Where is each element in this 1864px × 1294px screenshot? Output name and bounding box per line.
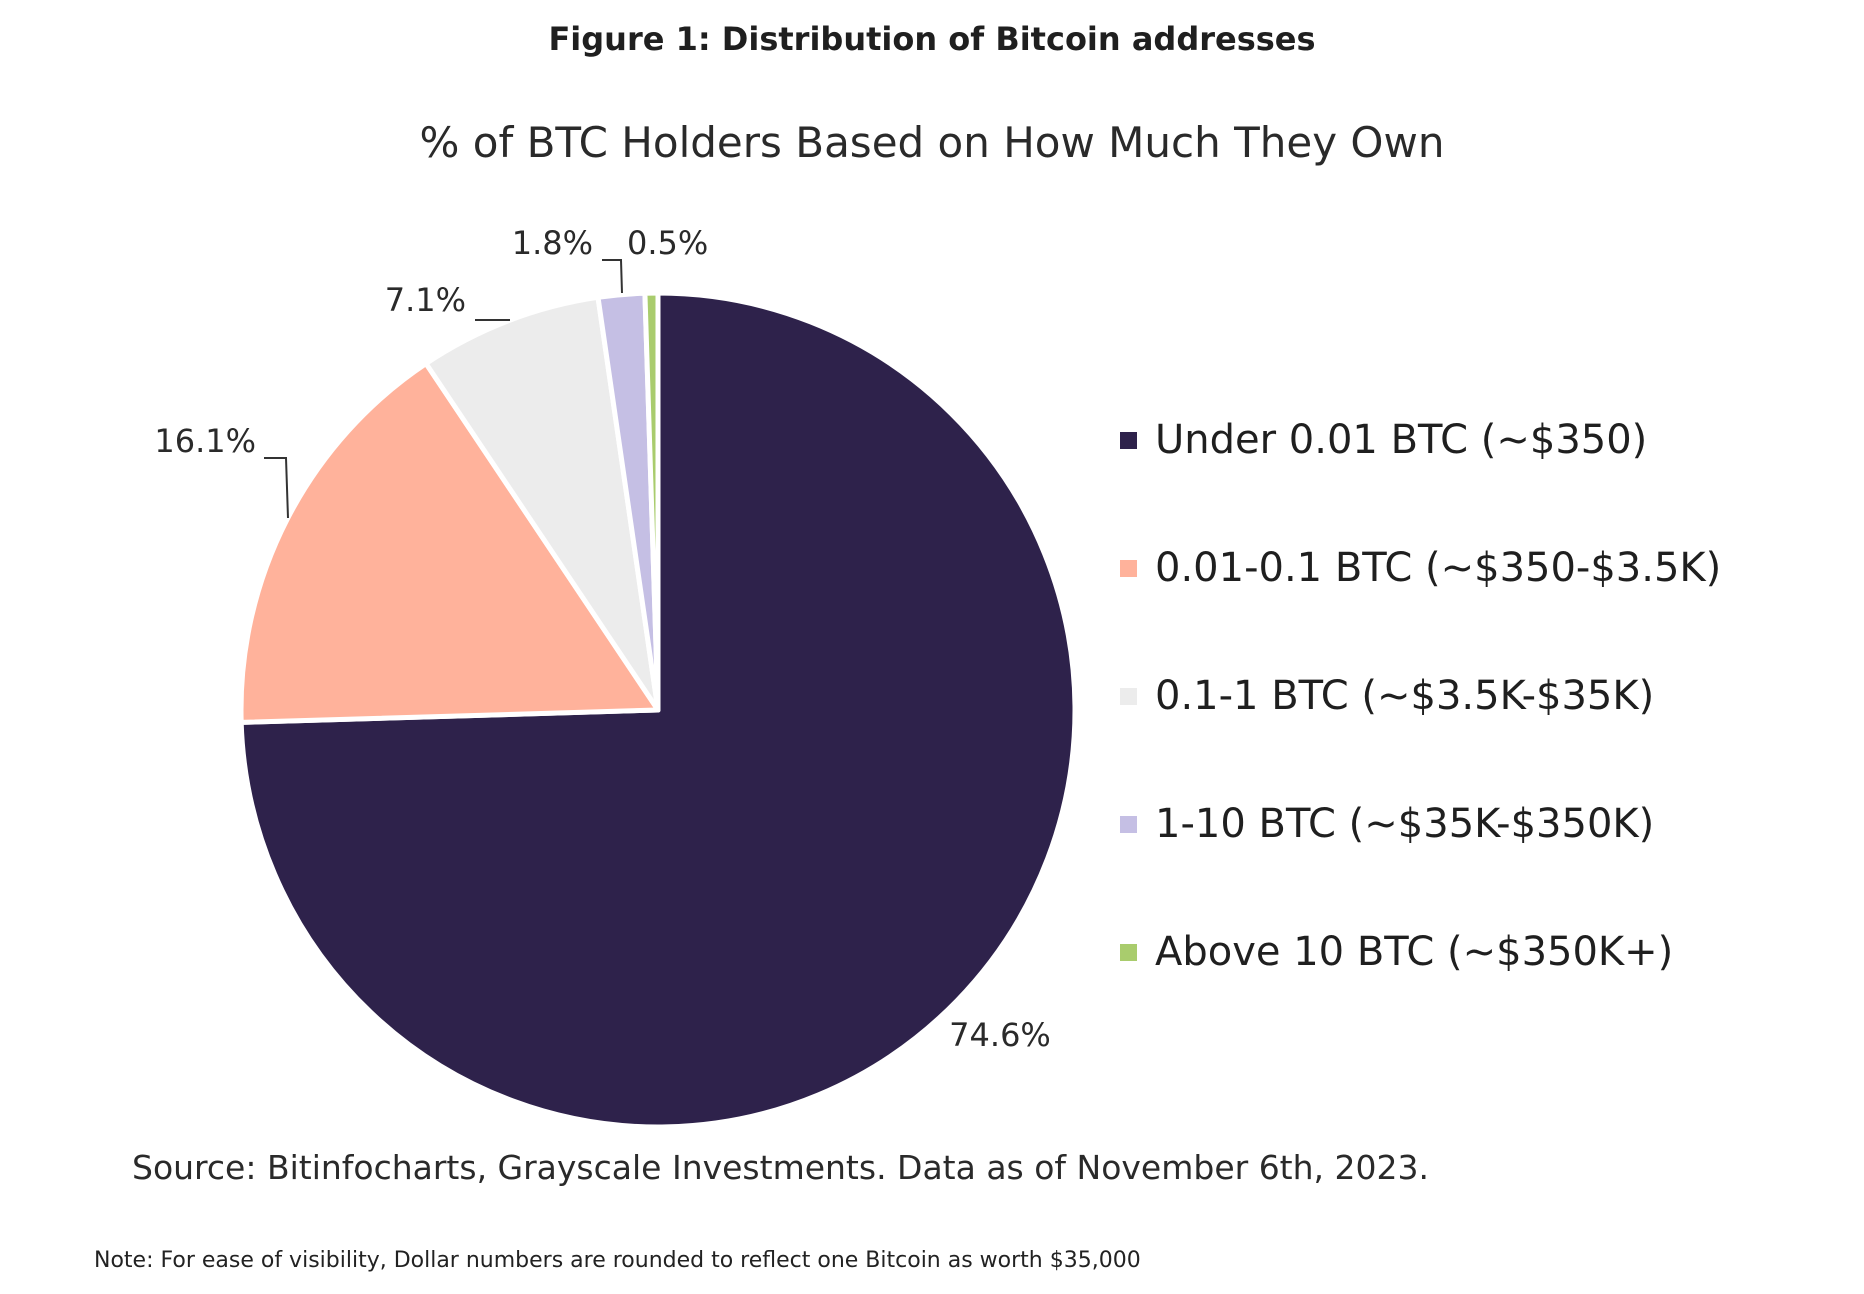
data-label-1-to-10: 1.8% (512, 224, 593, 262)
legend-swatch-under-0-01 (1120, 431, 1137, 449)
pie-slice-0-01-to-0-1 (238, 361, 661, 725)
legend-label-1-to-10: 1-10 BTC (~$35K-$350K) (1155, 801, 1655, 847)
figure-title: Figure 1: Distribution of Bitcoin addres… (548, 20, 1316, 58)
legend-swatch-0-01-to-0-1 (1120, 559, 1137, 577)
legend-item-above-10: Above 10 BTC (~$350K+) (1120, 922, 1673, 982)
legend-label-0-01-to-0-1: 0.01-0.1 BTC (~$350-$3.5K) (1155, 545, 1722, 591)
legend-label-0-1-to-1: 0.1-1 BTC (~$3.5K-$35K) (1155, 673, 1655, 719)
source-caption: Source: Bitinfocharts, Grayscale Investm… (132, 1148, 1429, 1187)
legend-swatch-1-to-10 (1120, 815, 1137, 833)
legend-item-1-to-10: 1-10 BTC (~$35K-$350K) (1120, 794, 1654, 854)
legend-swatch-above-10 (1120, 943, 1137, 961)
pie-slice-above-10 (642, 290, 661, 713)
leader-line-1-to-10 (602, 259, 623, 294)
data-label-above-10: 0.5% (627, 224, 708, 262)
legend-label-under-0-01: Under 0.01 BTC (~$350) (1155, 417, 1648, 463)
leader-line-0-01-to-0-1 (264, 457, 289, 519)
legend-item-under-0-01: Under 0.01 BTC (~$350) (1120, 410, 1647, 470)
data-label-0-01-to-0-1: 16.1% (154, 422, 256, 460)
data-label-0-1-to-1: 7.1% (385, 281, 466, 319)
legend-swatch-0-1-to-1 (1120, 687, 1137, 705)
footnote: Note: For ease of visibility, Dollar num… (94, 1248, 1141, 1273)
data-label-under-0-01: 74.6% (949, 1016, 1051, 1054)
chart-title: % of BTC Holders Based on How Much They … (419, 118, 1445, 167)
legend-label-above-10: Above 10 BTC (~$350K+) (1155, 929, 1674, 975)
legend-item-0-1-to-1: 0.1-1 BTC (~$3.5K-$35K) (1120, 666, 1654, 726)
legend-item-0-01-to-0-1: 0.01-0.1 BTC (~$350-$3.5K) (1120, 538, 1721, 598)
